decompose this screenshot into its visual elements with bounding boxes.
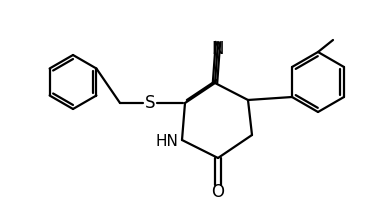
- Text: S: S: [145, 94, 155, 112]
- Text: N: N: [212, 40, 224, 58]
- Text: O: O: [211, 183, 225, 201]
- Text: HN: HN: [155, 133, 178, 148]
